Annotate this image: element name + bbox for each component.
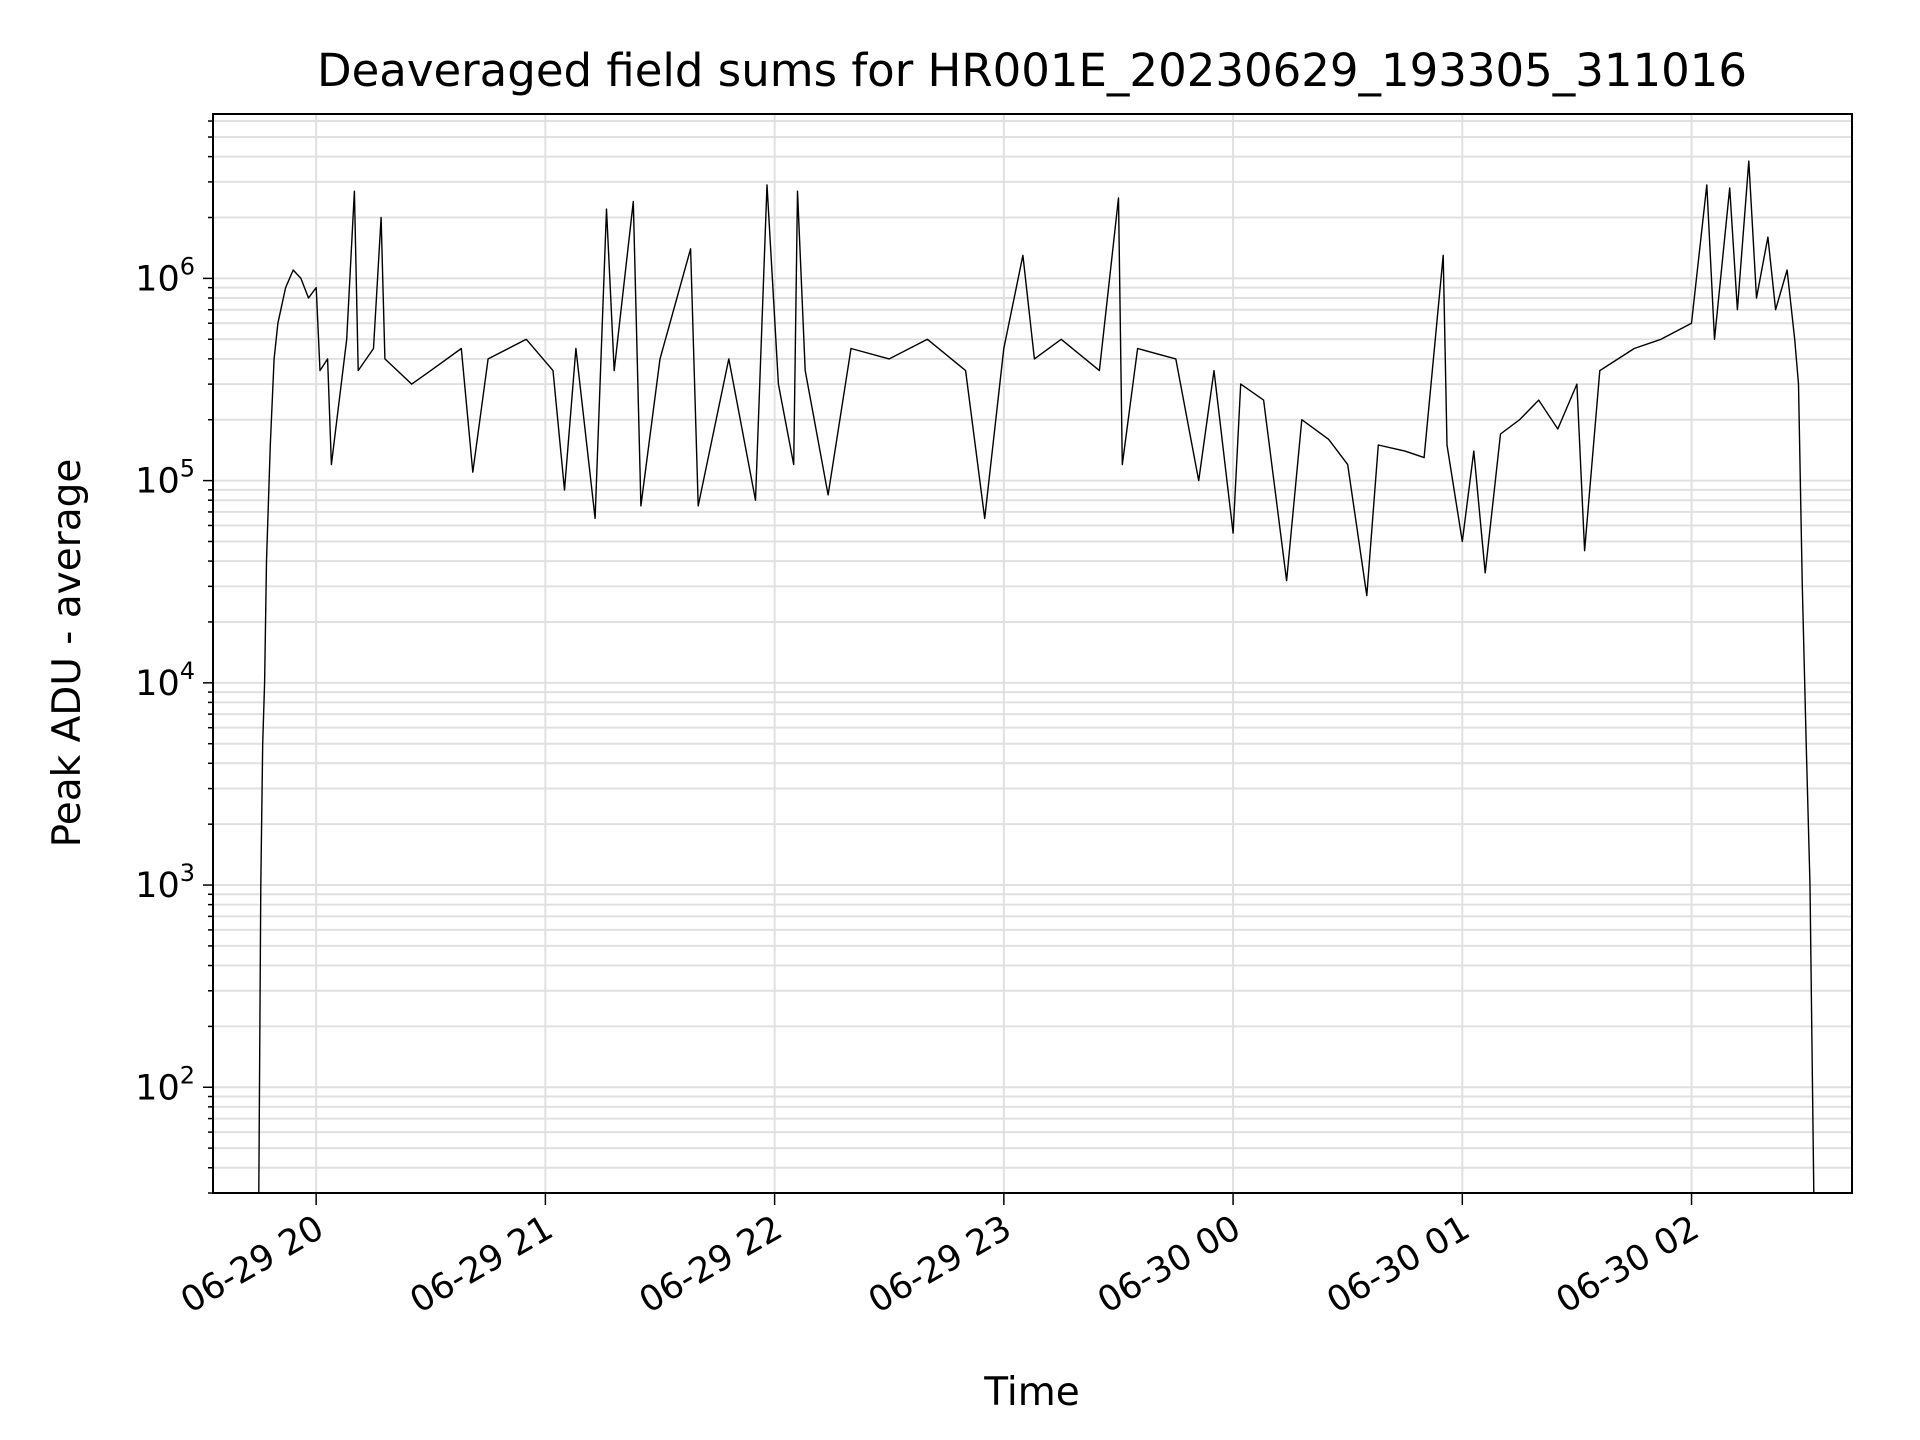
series-line — [258, 160, 1815, 1194]
y-axis: 102 103 104 105 106 — [135, 120, 213, 1194]
y-tick-label: 102 — [135, 1061, 195, 1108]
chart-title: Deaveraged field sums for HR001E_2023062… — [317, 44, 1747, 97]
plot-frame — [212, 113, 1853, 1194]
series-layer — [258, 160, 1815, 1194]
y-axis-label: Peak ADU - average — [45, 459, 90, 848]
y-tick-label: 103 — [135, 859, 195, 906]
x-axis-label: Time — [983, 1370, 1079, 1415]
y-tick-label: 105 — [135, 455, 195, 502]
y-tick-label: 104 — [135, 657, 195, 704]
y-tick-label: 106 — [135, 252, 195, 299]
